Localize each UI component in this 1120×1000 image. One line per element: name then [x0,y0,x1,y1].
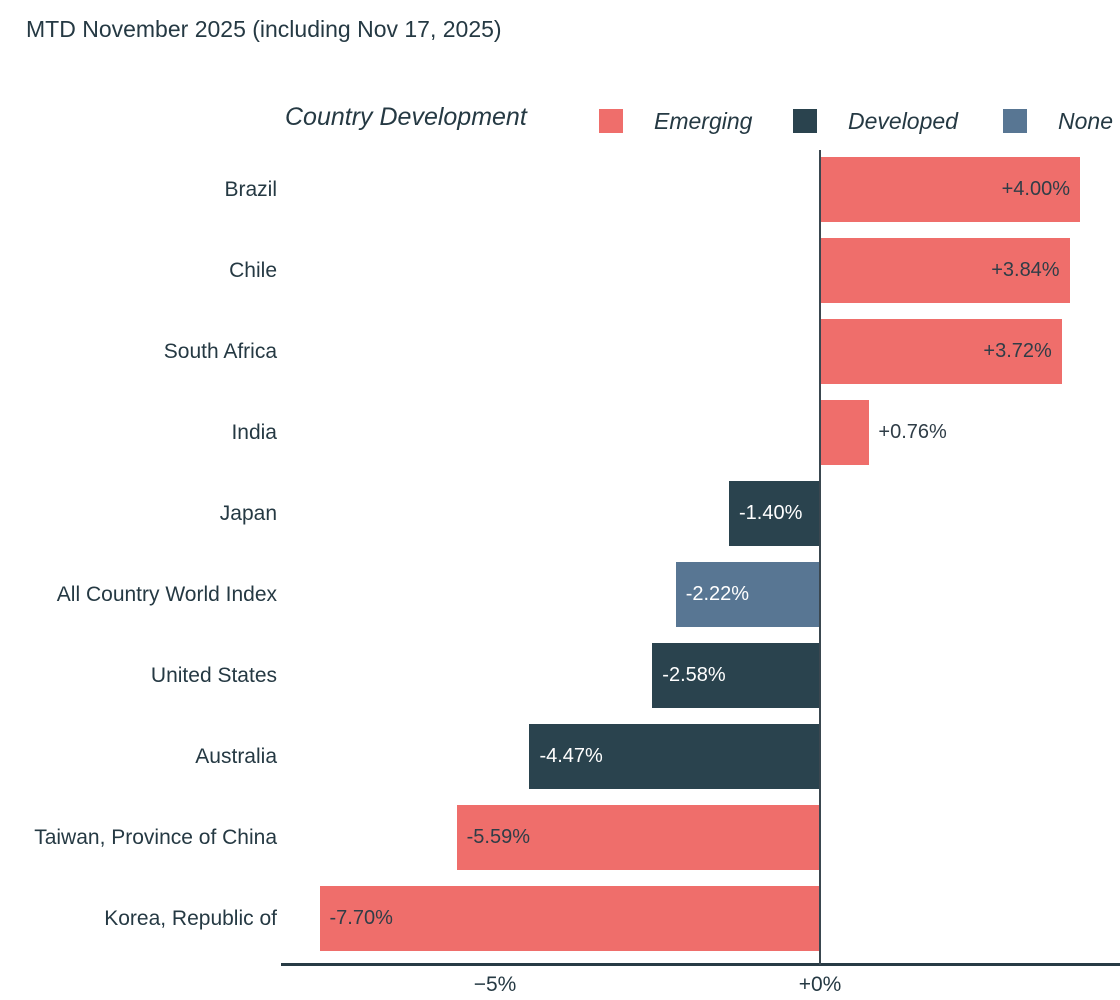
category-label: Korea, Republic of [104,907,277,930]
legend-swatch-emerging [599,109,623,133]
bar-all-country-world-index [675,562,820,627]
legend-label: Emerging [654,107,753,134]
legend-item-none[interactable]: None [1003,105,1113,137]
bar-japan [729,481,820,546]
bar-chile [820,238,1070,303]
x-axis-line [281,963,1120,966]
bar-value-label: -7.70% [329,907,393,929]
x-tick-label: −5% [473,973,517,996]
legend-label: None [1058,107,1113,134]
bar-value-label: +4.00% [1001,178,1070,200]
bar-value-label: +0.76% [878,421,947,443]
category-label: Taiwan, Province of China [34,826,277,849]
legend-swatch-developed [793,109,817,133]
x-tick-label: +0% [798,973,842,996]
bar-value-label: -2.22% [685,583,750,605]
category-label: South Africa [163,340,277,363]
category-label: Australia [195,745,277,768]
bar-korea-republic-of [319,886,820,951]
bar-brazil [820,157,1080,222]
category-label: All Country World Index [56,583,277,606]
category-label: Chile [229,259,277,282]
bar-united-states [652,643,820,708]
category-label: Japan [219,502,277,525]
category-label: Brazil [224,178,277,201]
bar-value-label: +3.84% [991,259,1060,281]
category-label: India [231,421,277,444]
zero-axis-line [819,150,821,965]
legend-item-developed[interactable]: Developed [793,105,958,137]
bar-value-label: -5.59% [466,826,531,848]
legend-swatch-none [1003,109,1027,133]
bar-value-label: +3.72% [983,340,1052,362]
bar-value-label: -2.58% [662,664,726,686]
bar-value-label: -4.47% [539,745,603,767]
page-title: MTD November 2025 (including Nov 17, 202… [26,16,502,42]
bar-south-africa [820,319,1062,384]
category-label: United States [150,664,277,687]
bar-value-label: -1.40% [739,502,803,524]
legend-title: Country Development [285,103,527,131]
bar-india [820,400,870,465]
bar-taiwan-province-of-china [456,805,820,870]
legend-item-emerging[interactable]: Emerging [599,105,752,137]
legend-label: Developed [848,107,958,134]
bar-australia [529,724,820,789]
